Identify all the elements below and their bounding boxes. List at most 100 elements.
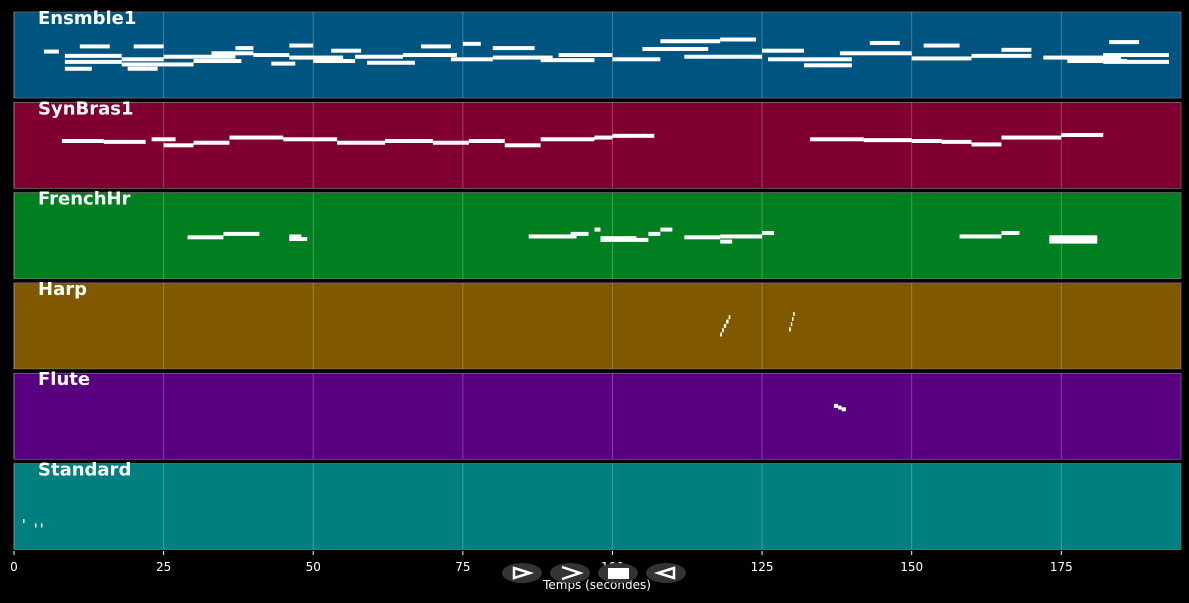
note xyxy=(331,48,362,53)
note xyxy=(163,143,194,148)
note xyxy=(911,139,942,143)
note xyxy=(462,41,481,46)
note xyxy=(809,137,864,142)
note xyxy=(289,43,314,48)
note xyxy=(720,332,722,337)
note xyxy=(728,315,731,320)
note xyxy=(337,140,386,145)
note xyxy=(1049,239,1098,244)
note xyxy=(660,227,673,232)
note xyxy=(1067,59,1128,64)
rewind-button[interactable] xyxy=(646,563,686,583)
note xyxy=(594,135,613,140)
note xyxy=(420,44,451,49)
note xyxy=(492,55,553,60)
track-name: Standard xyxy=(38,460,131,481)
note xyxy=(492,46,535,51)
note xyxy=(1049,237,1098,242)
note xyxy=(403,53,457,57)
note xyxy=(187,235,224,240)
note xyxy=(127,66,158,71)
stop-button[interactable] xyxy=(598,563,638,583)
note xyxy=(34,523,37,528)
note xyxy=(720,234,763,239)
note xyxy=(540,137,595,142)
note xyxy=(540,58,595,63)
note xyxy=(103,139,146,144)
note xyxy=(121,62,194,67)
note xyxy=(971,53,1032,58)
note xyxy=(720,239,733,244)
note xyxy=(151,137,176,142)
note xyxy=(40,523,43,528)
note xyxy=(762,48,804,53)
note xyxy=(833,403,839,408)
note xyxy=(558,53,613,57)
note xyxy=(1103,59,1170,64)
x-tick-label: 50 xyxy=(306,560,321,574)
track-name: Harp xyxy=(38,279,87,300)
play-button[interactable] xyxy=(502,563,542,583)
note xyxy=(841,407,846,412)
note xyxy=(863,138,912,143)
note xyxy=(504,143,541,148)
note xyxy=(793,311,795,316)
track-panel xyxy=(13,463,1182,550)
note xyxy=(642,46,709,51)
note xyxy=(1103,53,1170,57)
note xyxy=(528,234,577,239)
track-name: Flute xyxy=(38,369,90,390)
player-controls xyxy=(502,563,686,583)
note xyxy=(223,231,260,236)
note xyxy=(720,37,757,42)
note xyxy=(385,139,433,143)
note xyxy=(1043,55,1122,60)
track-name: SynBras1 xyxy=(38,98,134,119)
note xyxy=(121,57,164,62)
note xyxy=(648,231,661,236)
x-tick-label: 150 xyxy=(900,560,923,574)
note xyxy=(1001,231,1020,236)
track-panel xyxy=(13,282,1182,370)
note xyxy=(163,54,236,59)
note xyxy=(684,235,721,240)
note xyxy=(229,135,284,140)
note xyxy=(64,53,122,58)
note xyxy=(43,49,59,54)
note xyxy=(869,40,900,45)
note xyxy=(600,236,637,241)
x-tick-label: 125 xyxy=(751,560,774,574)
note xyxy=(570,231,589,236)
note xyxy=(923,43,960,48)
note xyxy=(283,137,314,142)
x-tick-label: 75 xyxy=(455,560,470,574)
note xyxy=(1061,132,1104,137)
note xyxy=(193,140,230,145)
note xyxy=(839,51,912,56)
note xyxy=(355,54,403,59)
note xyxy=(22,519,25,524)
note xyxy=(289,237,308,242)
note xyxy=(271,61,296,66)
x-tick-label: 175 xyxy=(1050,560,1073,574)
note xyxy=(211,51,254,56)
note xyxy=(289,55,344,60)
note xyxy=(768,57,852,62)
track-name: FrenchHr xyxy=(38,189,131,210)
note xyxy=(789,327,791,332)
note xyxy=(971,142,1002,147)
x-tick-label: 0 xyxy=(10,560,18,574)
forward-button[interactable] xyxy=(550,563,590,583)
note xyxy=(792,317,794,322)
note xyxy=(959,234,1002,239)
note xyxy=(594,227,601,232)
note xyxy=(432,140,469,145)
note xyxy=(289,234,302,239)
note xyxy=(726,319,729,324)
note xyxy=(612,57,661,62)
note xyxy=(1109,40,1140,45)
note xyxy=(790,322,793,327)
note xyxy=(723,323,727,328)
note xyxy=(79,44,110,49)
